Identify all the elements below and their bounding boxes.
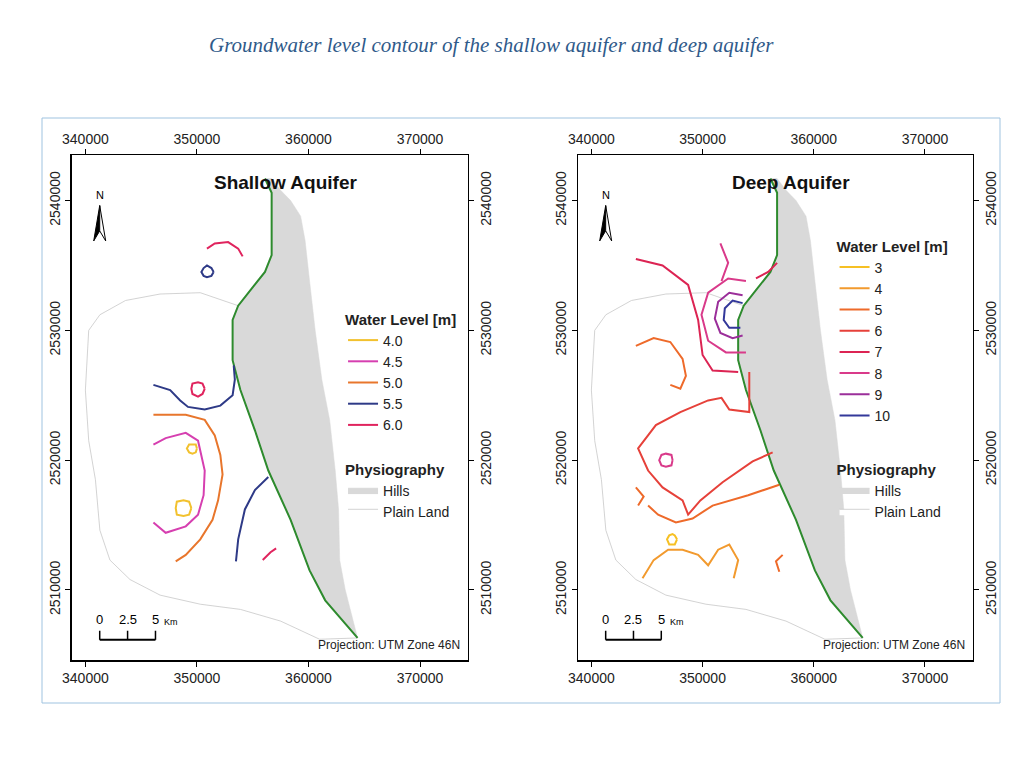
svg-text:Groundwater level contour of t: Groundwater level contour of the shallow… — [209, 33, 774, 57]
svg-text:5: 5 — [152, 612, 159, 627]
svg-text:3: 3 — [875, 260, 883, 276]
svg-text:8: 8 — [875, 366, 883, 382]
svg-text:350000: 350000 — [174, 670, 221, 686]
svg-text:4: 4 — [875, 281, 883, 297]
svg-text:360000: 360000 — [285, 670, 332, 686]
svg-text:5.5: 5.5 — [383, 396, 403, 412]
svg-text:360000: 360000 — [790, 670, 837, 686]
svg-text:2.5: 2.5 — [119, 612, 137, 627]
svg-text:7: 7 — [875, 344, 883, 360]
svg-text:4.5: 4.5 — [383, 354, 403, 370]
svg-text:340000: 340000 — [62, 670, 109, 686]
svg-text:Hills: Hills — [383, 483, 409, 499]
svg-text:2510000: 2510000 — [478, 560, 494, 615]
svg-text:Deep Aquifer: Deep Aquifer — [732, 172, 850, 193]
svg-text:0: 0 — [602, 612, 609, 627]
svg-text:370000: 370000 — [902, 670, 949, 686]
svg-text:350000: 350000 — [174, 131, 221, 147]
svg-text:10: 10 — [875, 408, 891, 424]
svg-text:4.0: 4.0 — [383, 333, 403, 349]
svg-text:370000: 370000 — [397, 670, 444, 686]
svg-text:2540000: 2540000 — [553, 171, 569, 226]
svg-text:350000: 350000 — [679, 131, 726, 147]
svg-text:Plain Land: Plain Land — [875, 504, 941, 520]
svg-text:2520000: 2520000 — [553, 431, 569, 486]
svg-text:5: 5 — [658, 612, 665, 627]
svg-text:2540000: 2540000 — [47, 171, 63, 226]
svg-text:2530000: 2530000 — [553, 301, 569, 356]
svg-text:2520000: 2520000 — [47, 431, 63, 486]
svg-text:Water Level [m]: Water Level [m] — [837, 238, 948, 255]
svg-text:360000: 360000 — [285, 131, 332, 147]
svg-text:Hills: Hills — [875, 483, 901, 499]
svg-text:2530000: 2530000 — [478, 301, 494, 356]
svg-text:2520000: 2520000 — [983, 431, 999, 486]
svg-text:Plain Land: Plain Land — [383, 504, 449, 520]
svg-text:5: 5 — [875, 302, 883, 318]
svg-text:0: 0 — [96, 612, 103, 627]
svg-text:9: 9 — [875, 387, 883, 403]
svg-text:2530000: 2530000 — [47, 301, 63, 356]
svg-text:340000: 340000 — [568, 670, 615, 686]
svg-text:2540000: 2540000 — [478, 171, 494, 226]
svg-text:370000: 370000 — [397, 131, 444, 147]
svg-text:6: 6 — [875, 323, 883, 339]
svg-text:N: N — [602, 189, 610, 201]
svg-text:370000: 370000 — [902, 131, 949, 147]
svg-text:2530000: 2530000 — [983, 301, 999, 356]
svg-text:2510000: 2510000 — [983, 560, 999, 615]
svg-text:360000: 360000 — [790, 131, 837, 147]
svg-text:350000: 350000 — [679, 670, 726, 686]
svg-text:Km: Km — [164, 617, 178, 627]
svg-text:Physiography: Physiography — [345, 461, 445, 478]
svg-text:2520000: 2520000 — [478, 431, 494, 486]
svg-text:Projection: UTM Zone 46N: Projection: UTM Zone 46N — [318, 638, 460, 652]
svg-text:2510000: 2510000 — [553, 560, 569, 615]
svg-text:Physiography: Physiography — [837, 461, 937, 478]
svg-text:2.5: 2.5 — [624, 612, 642, 627]
svg-text:Projection: UTM Zone 46N: Projection: UTM Zone 46N — [823, 638, 965, 652]
svg-text:5.0: 5.0 — [383, 375, 403, 391]
svg-text:340000: 340000 — [568, 131, 615, 147]
svg-text:340000: 340000 — [62, 131, 109, 147]
svg-text:N: N — [96, 189, 104, 201]
svg-text:Km: Km — [670, 617, 684, 627]
svg-text:2540000: 2540000 — [983, 171, 999, 226]
svg-text:2510000: 2510000 — [47, 560, 63, 615]
svg-text:Water Level [m]: Water Level [m] — [345, 311, 456, 328]
svg-text:Shallow Aquifer: Shallow Aquifer — [214, 172, 357, 193]
svg-text:6.0: 6.0 — [383, 417, 403, 433]
